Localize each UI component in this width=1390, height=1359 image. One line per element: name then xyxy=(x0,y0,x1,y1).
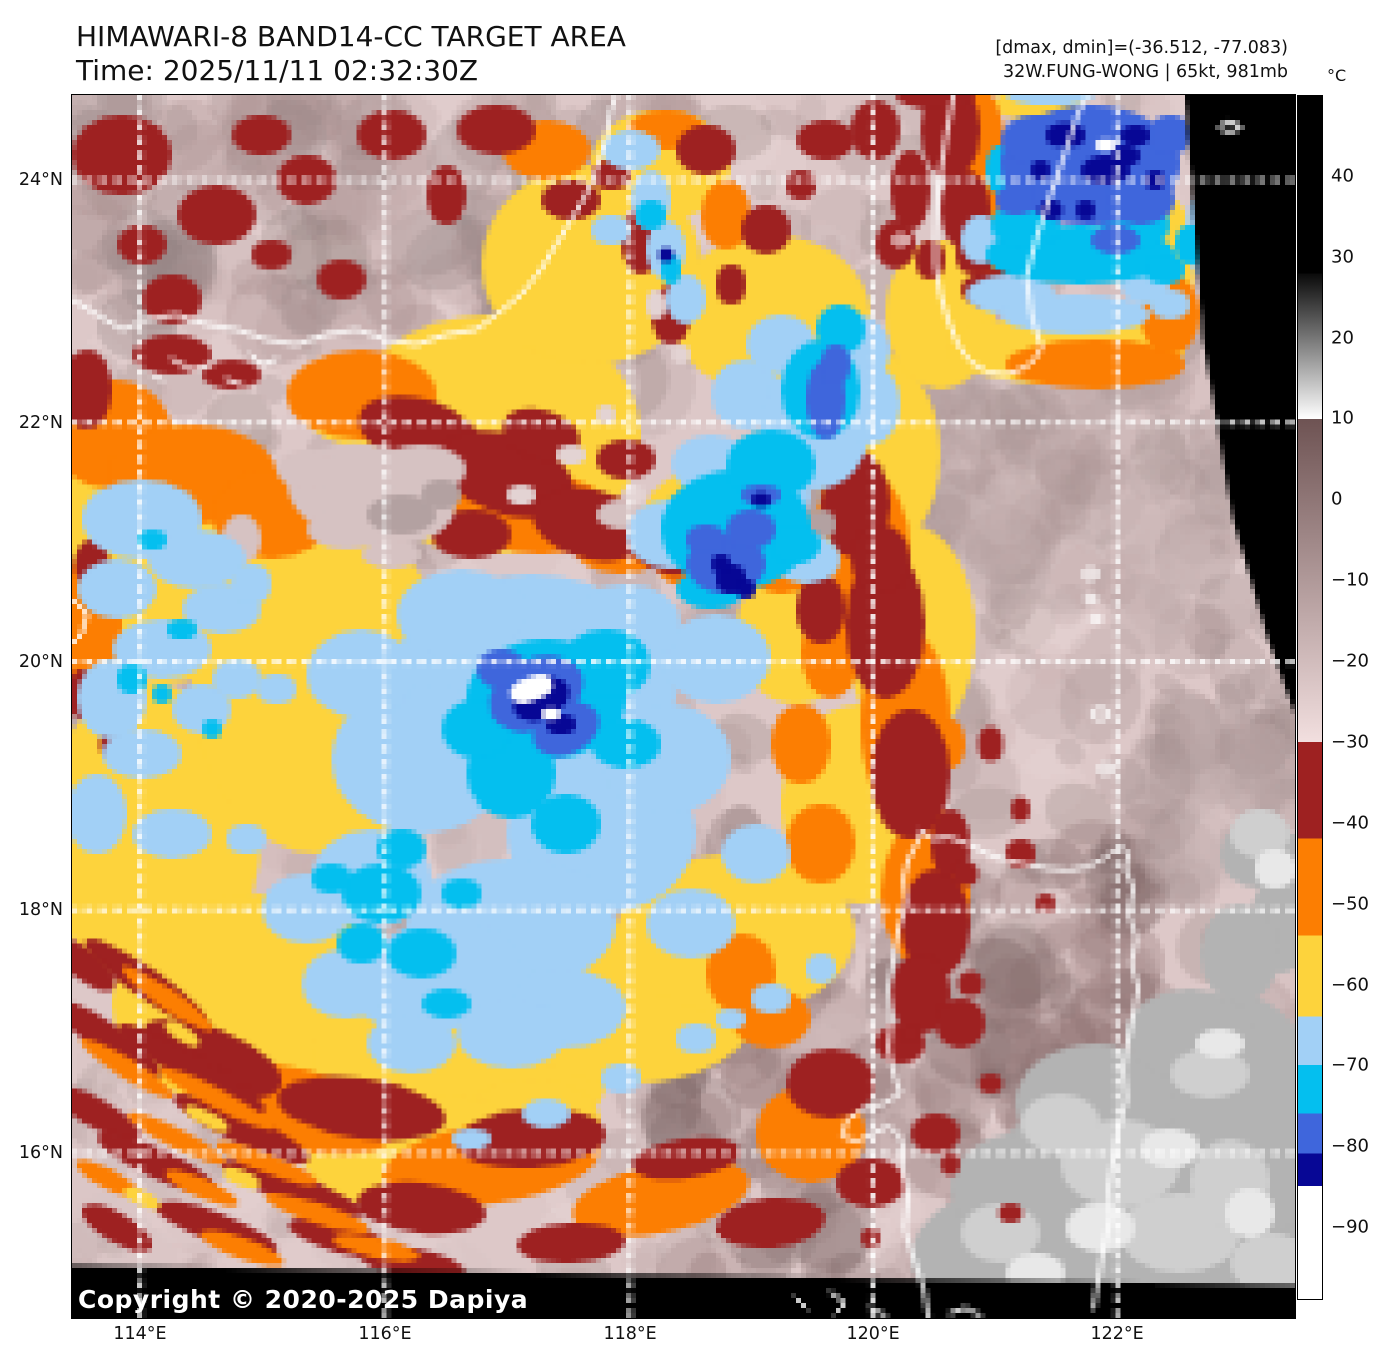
lon-tick-label: 120°E xyxy=(846,1324,900,1344)
colorbar-tick-label: −20 xyxy=(1331,650,1369,672)
colorbar-tick-label: −50 xyxy=(1331,893,1369,915)
copyright-watermark: Copyright © 2020-2025 Dapiya xyxy=(78,1285,529,1314)
colorbar-tick-label: −30 xyxy=(1331,731,1369,753)
satellite-map xyxy=(72,95,1295,1318)
colorbar-tick-label: 40 xyxy=(1331,165,1354,187)
colorbar-tick-label: −70 xyxy=(1331,1054,1369,1076)
storm-info-annotation: 32W.FUNG-WONG | 65kt, 981mb xyxy=(1003,62,1288,82)
colorbar-tick-label: 20 xyxy=(1331,327,1354,349)
colorbar-tick-label: 30 xyxy=(1331,246,1354,268)
colorbar-tick-label: −90 xyxy=(1331,1216,1369,1238)
map-canvas xyxy=(72,95,1295,1318)
colorbar-tick-label: 10 xyxy=(1331,407,1354,429)
timestamp: Time: 2025/11/11 02:32:30Z xyxy=(76,54,479,87)
colorbar-tick-label: −60 xyxy=(1331,974,1369,996)
lat-tick-label: 16°N xyxy=(18,1142,63,1163)
colorbar-unit-label: °C xyxy=(1327,66,1347,85)
lon-tick-label: 114°E xyxy=(113,1324,167,1344)
lon-tick-label: 122°E xyxy=(1090,1324,1144,1344)
lat-tick-label: 24°N xyxy=(18,169,63,190)
colorbar-tick-label: −80 xyxy=(1331,1135,1369,1157)
lat-tick-label: 18°N xyxy=(18,900,63,920)
lon-tick-label: 116°E xyxy=(358,1324,412,1344)
dmax-dmin-annotation: [dmax, dmin]=(-36.512, -77.083) xyxy=(995,38,1288,58)
colorbar xyxy=(1297,95,1323,1300)
lat-tick-label: 20°N xyxy=(18,651,63,672)
lat-tick-label: 22°N xyxy=(18,412,63,433)
lon-tick-label: 118°E xyxy=(603,1324,657,1344)
colorbar-tick-label: −10 xyxy=(1331,569,1369,591)
colorbar-tick-label: −40 xyxy=(1331,812,1369,834)
page-title: HIMAWARI-8 BAND14-CC TARGET AREA xyxy=(76,20,626,53)
colorbar-tick-label: 0 xyxy=(1331,488,1343,510)
